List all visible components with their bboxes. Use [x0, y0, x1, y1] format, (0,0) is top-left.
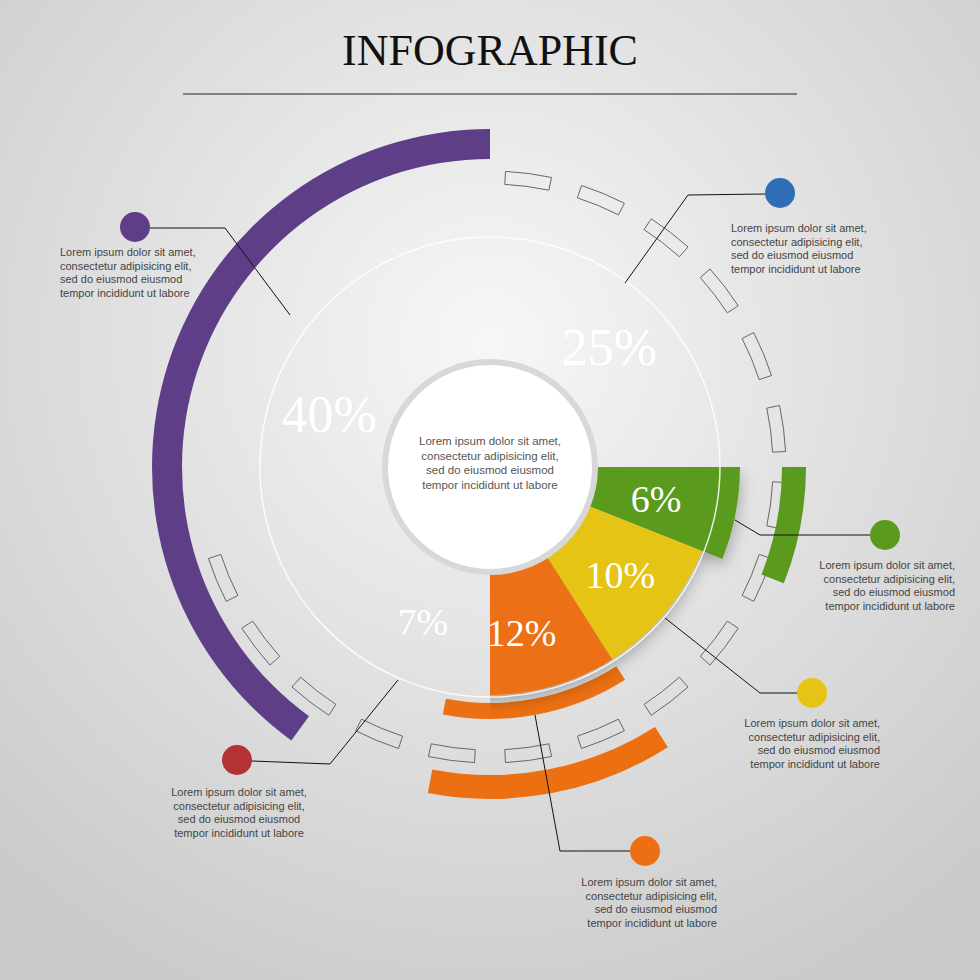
title: INFOGRAPHIC	[342, 26, 638, 75]
dash-segment	[644, 677, 688, 715]
callout-text: Lorem ipsum dolor sit amet,	[581, 876, 717, 888]
dash-segment	[428, 744, 475, 763]
callout-text: sed do eiusmod eiusmod	[833, 586, 955, 598]
dash-segment	[577, 719, 624, 748]
data-label: 10%	[585, 554, 655, 596]
dash-segment	[208, 554, 237, 601]
infographic: INFOGRAPHIC Lorem ipsum dolor sit amet, co…	[0, 0, 980, 980]
center-text: Lorem ipsum dolor sit amet,	[419, 435, 561, 447]
dash-segment	[505, 171, 552, 190]
data-label: 6%	[631, 478, 682, 520]
callout-text: tempor incididunt ut labore	[750, 758, 880, 770]
callout-line	[665, 618, 797, 693]
ring-outline	[260, 237, 720, 697]
center-text: sed do eiusmod eiusmod	[426, 464, 554, 476]
callout-text: Lorem ipsum dolor sit amet,	[731, 222, 867, 234]
dash-segment	[505, 744, 552, 763]
callout-text: tempor incididunt ut labore	[825, 600, 955, 612]
callout-dot	[222, 745, 252, 775]
background	[0, 0, 980, 980]
dash-segment	[742, 333, 771, 380]
chart: Lorem ipsum dolor sit amet, consectetur a…	[152, 129, 806, 799]
decor-band	[428, 727, 668, 799]
callout-dot	[630, 836, 660, 866]
data-label: 40%	[282, 386, 377, 443]
decoration	[152, 129, 806, 799]
data-label: 25%	[562, 319, 657, 376]
callout-text: Lorem ipsum dolor sit amet,	[171, 786, 307, 798]
center-disc	[388, 365, 592, 569]
callout-line	[535, 715, 630, 851]
decor-band	[761, 467, 806, 583]
callout-text: consectetur adipisicing elit,	[586, 890, 717, 902]
callout-text: tempor incididunt ut labore	[587, 917, 717, 929]
callout-text: tempor incididunt ut labore	[174, 827, 304, 839]
dash-segment	[700, 269, 738, 313]
callout-text: Lorem ipsum dolor sit amet,	[819, 559, 955, 571]
callout-text: consectetur adipisicing elit,	[60, 260, 191, 272]
callout-text: consectetur adipisicing elit,	[749, 731, 880, 743]
callout-text: sed do eiusmod eiusmod	[758, 744, 880, 756]
callout-line	[252, 680, 398, 764]
data-label: 12%	[487, 612, 557, 654]
callout-text: sed do eiusmod eiusmod	[178, 813, 300, 825]
callout-text: consectetur adipisicing elit,	[173, 800, 304, 812]
callout-dot	[120, 212, 150, 242]
dash-segment	[577, 185, 624, 214]
callout-text: consectetur adipisicing elit,	[824, 573, 955, 585]
callout-dot	[765, 178, 795, 208]
title-rule	[183, 93, 797, 94]
callout-text: Lorem ipsum dolor sit amet,	[60, 246, 196, 258]
data-label: 7%	[398, 601, 449, 643]
callout-line	[150, 228, 290, 315]
callout-line	[735, 520, 870, 535]
callout-text: sed do eiusmod eiusmod	[731, 249, 853, 261]
dash-segment	[700, 621, 738, 665]
callouts: Lorem ipsum dolor sit amet, consectetur a…	[60, 178, 955, 929]
center-text: consectetur adipisicing elit,	[421, 450, 558, 462]
callout-text: sed do eiusmod eiusmod	[595, 903, 717, 915]
callout-text: consectetur adipisicing elit,	[731, 236, 862, 248]
callout-dot	[870, 520, 900, 550]
callout-text: tempor incididunt ut labore	[731, 263, 861, 275]
callout-text: tempor incididunt ut labore	[60, 287, 190, 299]
center-text: tempor incididunt ut labore	[422, 479, 558, 491]
callout-dot	[797, 678, 827, 708]
dash-segment	[767, 405, 786, 452]
callout-text: sed do eiusmod eiusmod	[60, 273, 182, 285]
dash-segment	[644, 219, 688, 257]
callout-text: Lorem ipsum dolor sit amet,	[744, 717, 880, 729]
center-rim	[382, 359, 598, 575]
